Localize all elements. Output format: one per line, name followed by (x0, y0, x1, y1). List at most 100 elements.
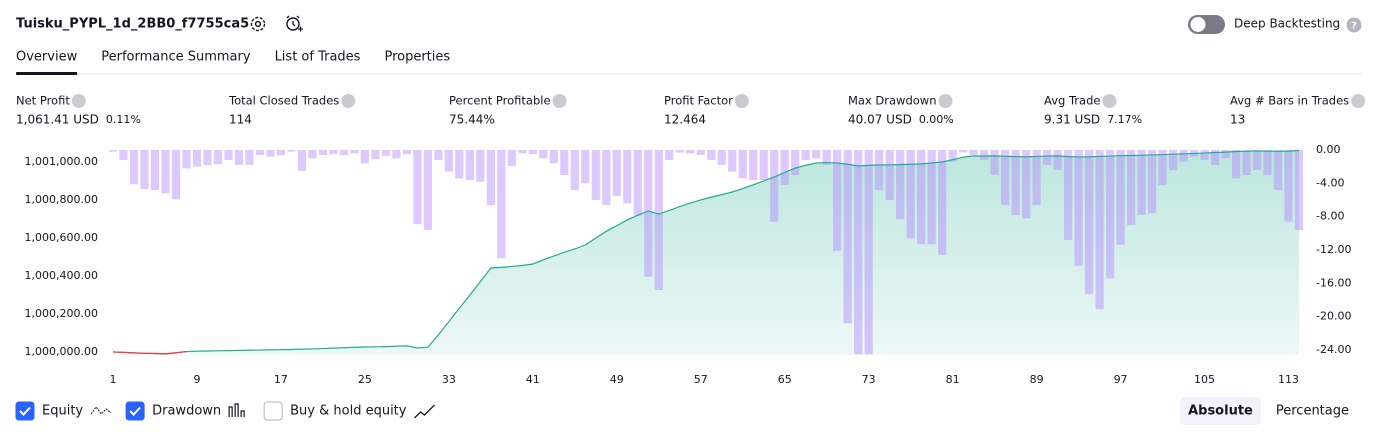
drawdown-bar (1168, 150, 1178, 170)
x-tick-label: 57 (694, 373, 708, 386)
drawdown-bar (854, 150, 863, 355)
drawdown-bar (675, 150, 684, 153)
checkbox[interactable] (125, 401, 145, 421)
x-tick-label: 113 (1278, 373, 1299, 386)
y2-tick-label: 0.00 (1316, 143, 1341, 156)
drawdown-bar (1053, 150, 1062, 170)
equity-loss-line (112, 350, 187, 355)
metric-detail: 7.17% (1107, 113, 1142, 126)
drawdown-bar (287, 150, 296, 152)
metric-value: 114 (229, 113, 252, 127)
mode-button[interactable]: Absolute (1188, 404, 1253, 419)
drawdown-bar (1252, 150, 1262, 170)
deep-backtesting-toggle[interactable] (1188, 15, 1225, 34)
drawdown-bar (1001, 150, 1010, 205)
drawdown-bar (612, 150, 621, 196)
drawdown-bar (129, 150, 139, 185)
tab[interactable]: Overview (16, 50, 78, 65)
drawdown-bar (822, 150, 831, 165)
drawdown-bar (623, 150, 632, 204)
tab[interactable]: Performance Summary (101, 50, 251, 65)
drawdown-bar (1294, 150, 1304, 230)
checkbox[interactable] (15, 401, 35, 421)
drawdown-bar (1011, 150, 1020, 215)
drawdown-bar (948, 150, 957, 162)
drawdown-bar (434, 150, 443, 160)
settings-icon[interactable] (250, 16, 266, 32)
metric-label: Avg Trade (1044, 94, 1100, 108)
metric-value: 75.44% (449, 113, 495, 127)
help-icon[interactable]: ? (1346, 17, 1362, 33)
drawdown-bar (770, 150, 779, 222)
metric-detail: 0.11% (106, 113, 141, 126)
x-tick-label: 49 (610, 373, 624, 386)
metric-label: Max Drawdown (848, 94, 937, 108)
drawdown-bar (1064, 150, 1073, 240)
drawdown-bar (1242, 150, 1251, 175)
tab[interactable]: List of Trades (275, 50, 361, 65)
y-tick-label: 1,000,800.00 (25, 193, 98, 206)
drawdown-bar (1221, 150, 1230, 159)
legend-label[interactable]: Buy & hold equity (290, 404, 407, 419)
drawdown-bar (749, 150, 758, 180)
drawdown-bar (1200, 150, 1209, 160)
info-icon[interactable] (552, 94, 567, 108)
drawdown-bar (255, 150, 265, 155)
info-icon[interactable] (938, 94, 953, 108)
drawdown-bar (402, 150, 411, 155)
info-icon[interactable] (734, 94, 749, 108)
drawdown-bar (728, 150, 737, 172)
info-icon[interactable] (71, 94, 86, 108)
strategy-title: Tuisku_PYPL_1d_2BB0_f7755ca5 (16, 17, 249, 32)
drawdown-bar (308, 150, 317, 159)
x-tick-label: 73 (862, 373, 876, 386)
drawdown-bar (633, 150, 642, 216)
drawdown-bar (1147, 150, 1157, 214)
drawdown-bar (780, 150, 789, 185)
drawdown-bar (896, 150, 905, 220)
checkbox[interactable] (263, 401, 283, 421)
drawdown-bar (224, 150, 233, 160)
y2-tick-label: -16.00 (1316, 276, 1351, 289)
x-tick-label: 33 (442, 373, 456, 386)
x-tick-label: 81 (946, 373, 960, 386)
mode-active-bg (1180, 397, 1261, 425)
drawdown-bar (917, 150, 926, 245)
drawdown-bar (339, 150, 348, 155)
drawdown-bar (381, 150, 390, 156)
legend-icon (414, 404, 435, 419)
mode-button[interactable]: Percentage (1276, 404, 1349, 419)
info-icon[interactable] (1351, 94, 1366, 108)
drawdown-bar (371, 150, 380, 160)
x-tick-label: 1 (110, 373, 117, 386)
drawdown-bar (1263, 150, 1272, 175)
equity-area (113, 150, 1299, 355)
drawdown-bar (1231, 150, 1241, 179)
drawdown-bar (1284, 150, 1293, 222)
drawdown-bar (990, 150, 999, 175)
info-icon[interactable] (1102, 94, 1117, 108)
drawdown-bar (1074, 150, 1083, 266)
drawdown-bar (108, 150, 118, 152)
x-tick-label: 105 (1194, 373, 1215, 386)
legend-icon (228, 403, 245, 417)
x-tick-label: 25 (358, 373, 372, 386)
drawdown-bar (413, 150, 422, 225)
drawdown-bar (360, 150, 369, 164)
alert-icon[interactable] (286, 15, 303, 32)
drawdown-bar (329, 150, 338, 155)
legend-label[interactable]: Equity (42, 404, 83, 419)
drawdown-bar (654, 150, 663, 290)
legend-icon (90, 406, 112, 415)
legend-label[interactable]: Drawdown (152, 404, 221, 419)
tab[interactable]: Properties (384, 50, 450, 65)
drawdown-bar (843, 150, 852, 324)
info-icon[interactable] (341, 94, 356, 108)
metric-value: 9.31 USD (1044, 113, 1100, 127)
drawdown-bar (444, 150, 453, 172)
drawdown-bar (234, 150, 244, 165)
drawdown-bar (549, 150, 558, 164)
y-tick-label: 1,000,600.00 (25, 231, 98, 244)
checkmark (129, 406, 141, 416)
